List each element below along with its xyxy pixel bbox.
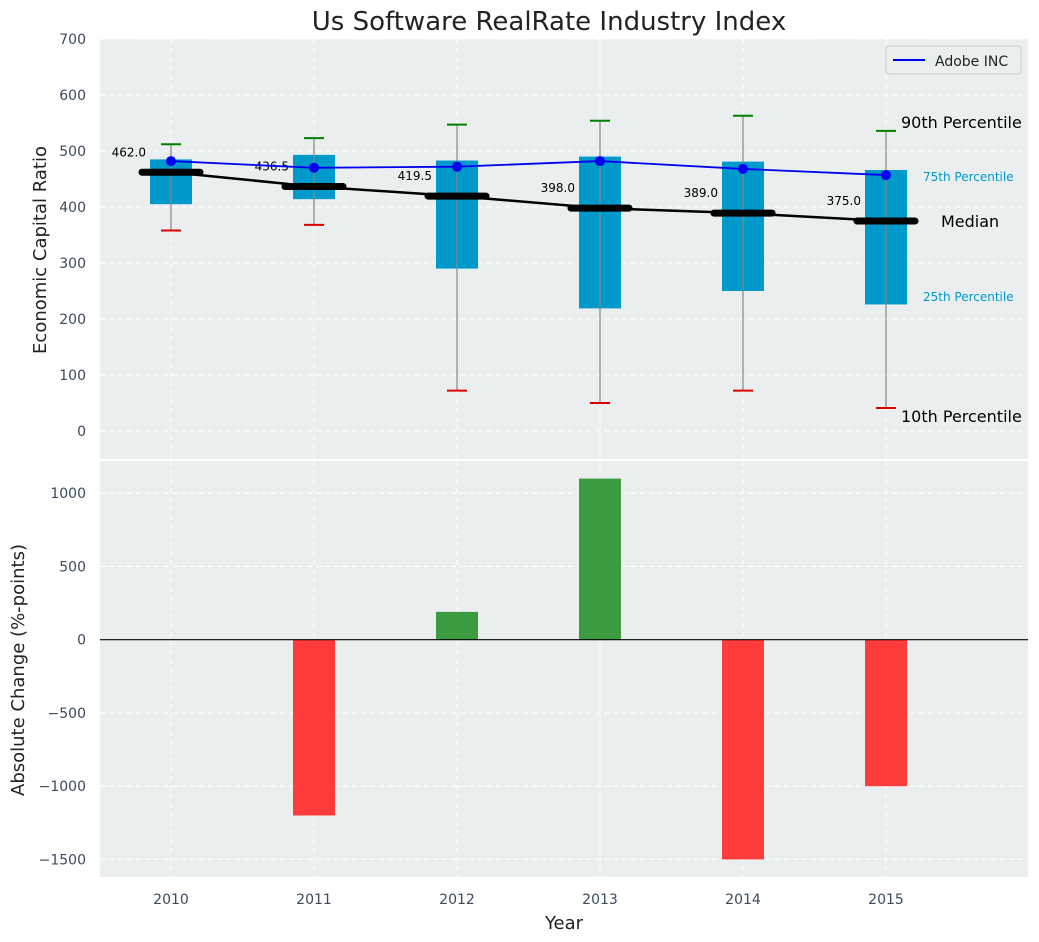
top-y-tick-label: 100: [59, 368, 86, 384]
bottom-y-tick-label: −500: [48, 706, 86, 722]
bottom-y-axis-label: Absolute Change (%-points): [8, 544, 29, 796]
bottom-y-tick-label: 0: [77, 633, 86, 649]
median-value-label: 398.0: [541, 181, 575, 195]
bar-2011: [293, 639, 335, 816]
chart-texts: Us Software RealRate Industry Index Econ…: [8, 7, 786, 934]
bottom-y-tick-label: 1000: [50, 486, 86, 502]
median-value-label: 462.0: [112, 145, 146, 159]
bar-2013: [579, 478, 621, 640]
x-tick-label: 2013: [582, 892, 618, 908]
adobe-series-line: [170, 160, 887, 176]
bar-2015: [865, 639, 907, 787]
top-y-tick-label: 400: [59, 200, 86, 216]
top-y-axis-label: Economic Capital Ratio: [30, 146, 51, 354]
legend: Adobe INC: [885, 45, 1022, 75]
adobe-point-2010: [166, 156, 176, 167]
annotation-p25: 25th Percentile: [923, 290, 1014, 304]
x-tick-label: 2012: [439, 892, 475, 908]
median-value-label: 389.0: [684, 186, 718, 200]
adobe-point-2015: [881, 170, 891, 181]
bar-2014: [722, 639, 764, 860]
top-y-tick-label: 600: [59, 88, 86, 104]
legend-box: [885, 45, 1022, 75]
x-axis-label: Year: [544, 913, 584, 934]
x-tick-label: 2015: [868, 892, 904, 908]
annotation-p90: 90th Percentile: [901, 113, 1022, 132]
bottom-y-tick-label: −1500: [39, 852, 86, 868]
top-y-tick-label: 300: [59, 256, 86, 272]
adobe-point-2012: [452, 161, 462, 172]
annotation-p10: 10th Percentile: [901, 407, 1022, 426]
annotation-p75: 75th Percentile: [923, 170, 1014, 184]
top-y-tick-label: 200: [59, 312, 86, 328]
x-tick-label: 2011: [296, 892, 332, 908]
legend-label-adobe: Adobe INC: [935, 54, 1008, 70]
bar-2012: [436, 611, 478, 640]
bottom-y-tick-label: 500: [59, 559, 86, 575]
median-value-label: 419.5: [398, 169, 432, 183]
top-y-tick-label: 700: [59, 32, 86, 48]
top-y-tick-label: 0: [77, 424, 86, 440]
adobe-point-2014: [738, 163, 748, 174]
adobe-point-2011: [309, 162, 319, 173]
x-tick-label: 2010: [153, 892, 189, 908]
x-tick-label: 2014: [725, 892, 761, 908]
adobe-point-2013: [595, 156, 605, 167]
annotation-median: Median: [941, 212, 999, 231]
bottom-y-tick-label: −1000: [39, 779, 86, 795]
median-value-label: 375.0: [827, 194, 861, 208]
top-y-tick-label: 500: [59, 144, 86, 160]
bar-marks: 2010 2011 2012 2013 2014 2015: [100, 478, 1028, 908]
chart-title: Us Software RealRate Industry Index: [312, 7, 786, 37]
